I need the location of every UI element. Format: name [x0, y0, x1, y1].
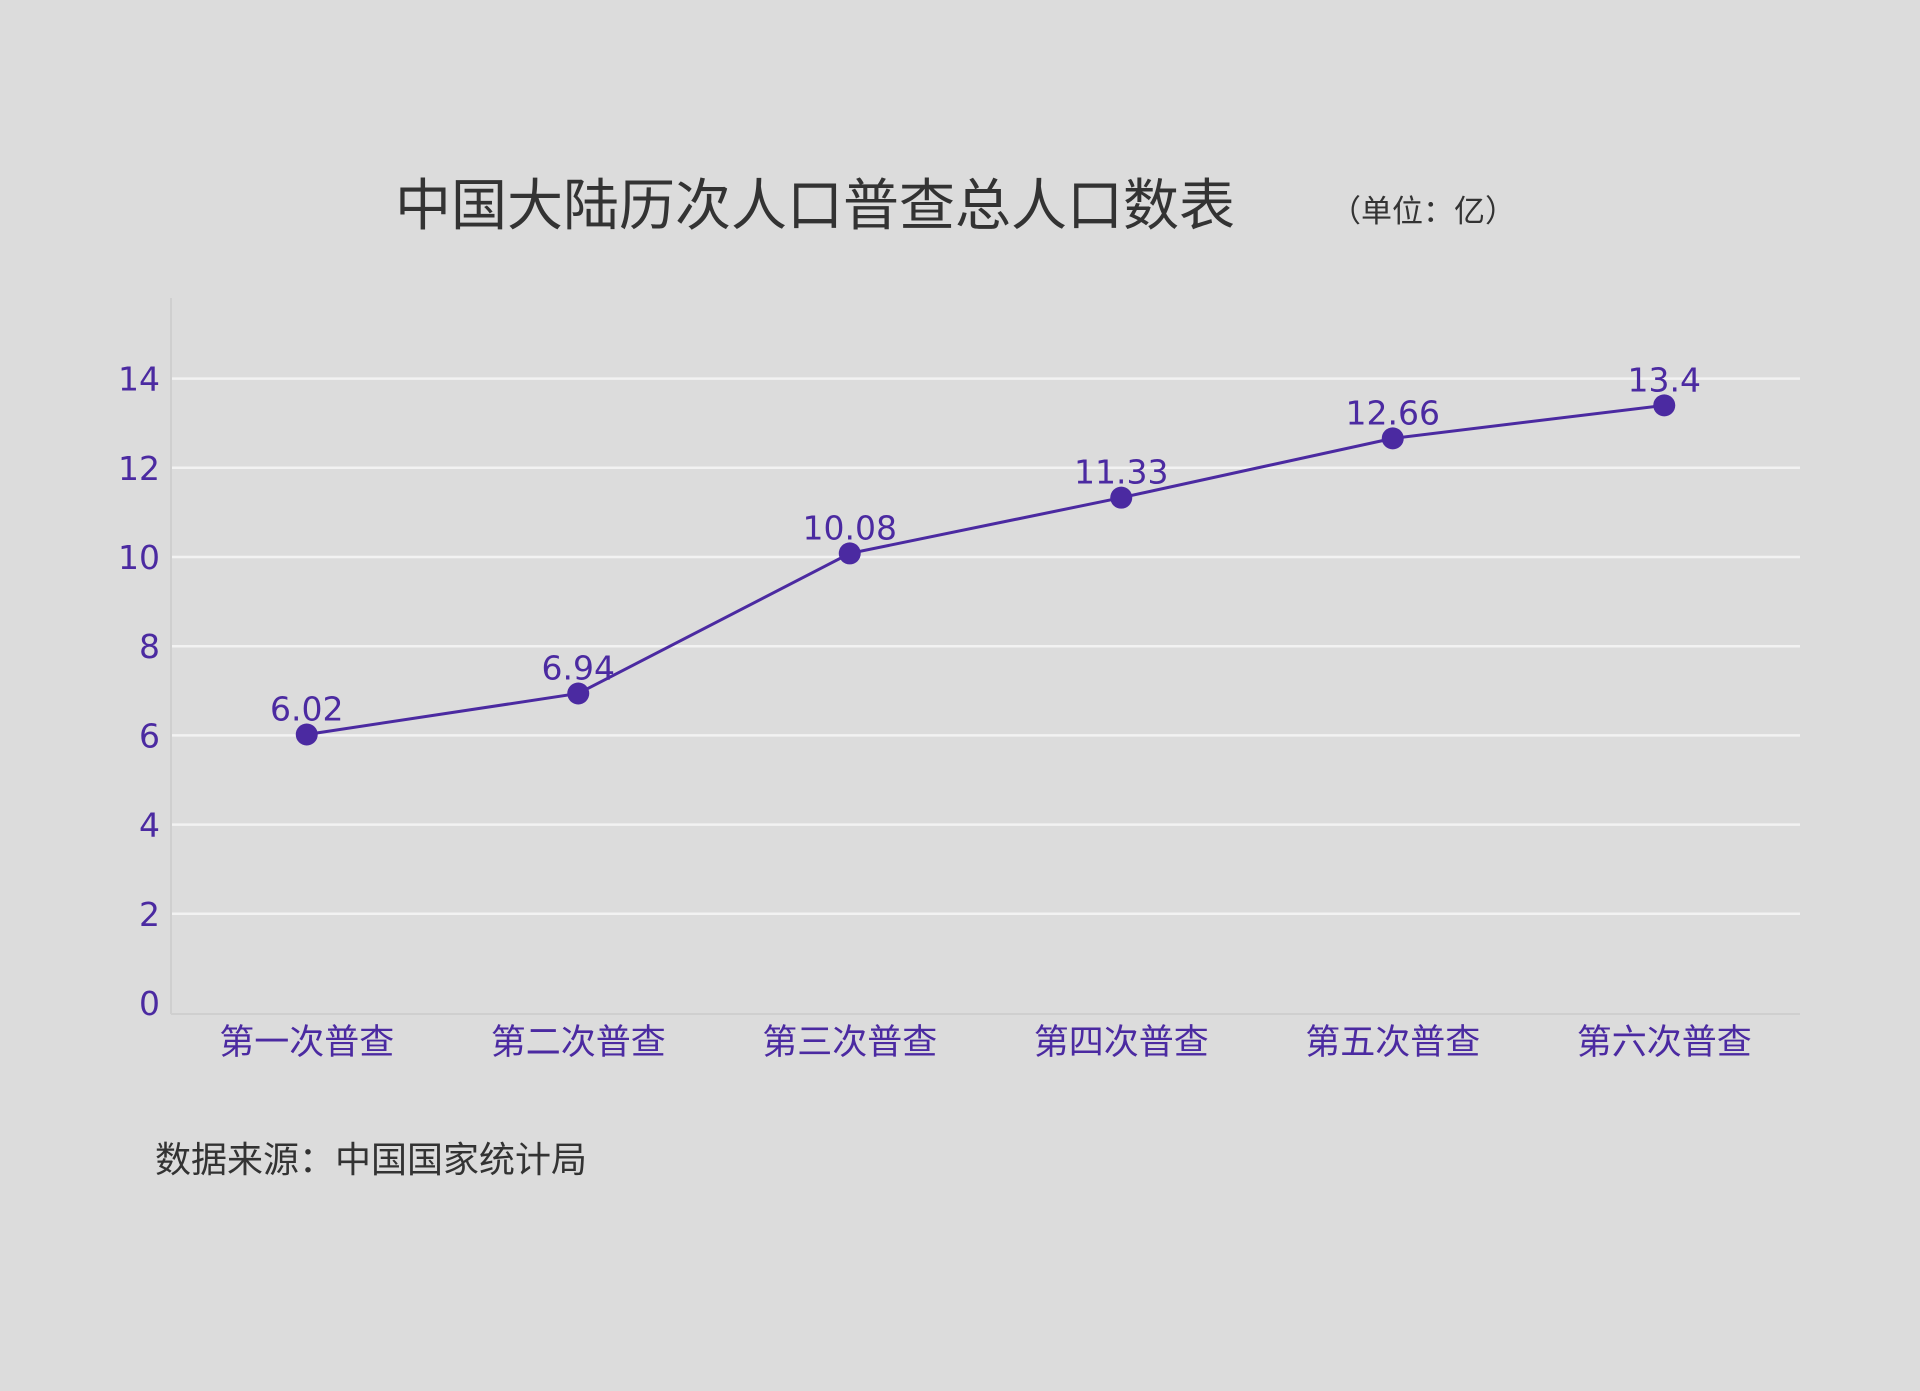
y-tick-label: 12	[118, 449, 160, 488]
y-tick-label: 2	[139, 895, 160, 934]
data-label: 6.94	[542, 648, 615, 687]
series-total-population	[295, 394, 1676, 746]
data-label: 11.33	[1074, 453, 1168, 492]
x-tick-label: 第六次普查	[1577, 1023, 1752, 1063]
x-axis-ticks: 第一次普查 第二次普查 第三次普查 第四次普查 第五次普查 第六次普查	[219, 1023, 1752, 1063]
y-axis-ticks: 0 2 4 6 8 10 12 14	[118, 360, 160, 1023]
data-label: 6.02	[270, 690, 343, 729]
y-tick-label: 4	[139, 806, 160, 845]
data-label: 10.08	[803, 508, 897, 547]
data-point[interactable]	[295, 723, 318, 746]
y-tick-label: 10	[118, 538, 160, 577]
y-tick-label: 6	[139, 716, 160, 755]
data-source-note: 数据来源：中国国家统计局	[155, 1140, 587, 1181]
data-point[interactable]	[838, 542, 861, 565]
x-tick-label: 第三次普查	[762, 1023, 937, 1063]
data-labels: 6.02 6.94 10.08 11.33 12.66 13.4	[270, 360, 1701, 728]
data-point[interactable]	[1110, 486, 1133, 509]
y-tick-label: 8	[139, 627, 160, 666]
y-tick-label: 14	[118, 360, 160, 399]
chart-title: 中国大陆历次人口普查总人口数表	[395, 174, 1235, 239]
data-point[interactable]	[567, 682, 590, 705]
x-tick-label: 第二次普查	[491, 1023, 666, 1063]
chart-unit-label: （单位：亿）	[1330, 194, 1516, 230]
x-tick-label: 第一次普查	[219, 1023, 394, 1063]
y-tick-label: 0	[139, 984, 160, 1023]
data-point[interactable]	[1381, 427, 1404, 450]
x-tick-label: 第五次普查	[1305, 1023, 1480, 1063]
series-line	[306, 403, 1665, 736]
gridlines	[171, 377, 1800, 916]
data-label: 13.4	[1628, 360, 1701, 399]
data-point[interactable]	[1653, 394, 1676, 417]
x-tick-label: 第四次普查	[1034, 1023, 1209, 1063]
data-label: 12.66	[1346, 393, 1440, 432]
